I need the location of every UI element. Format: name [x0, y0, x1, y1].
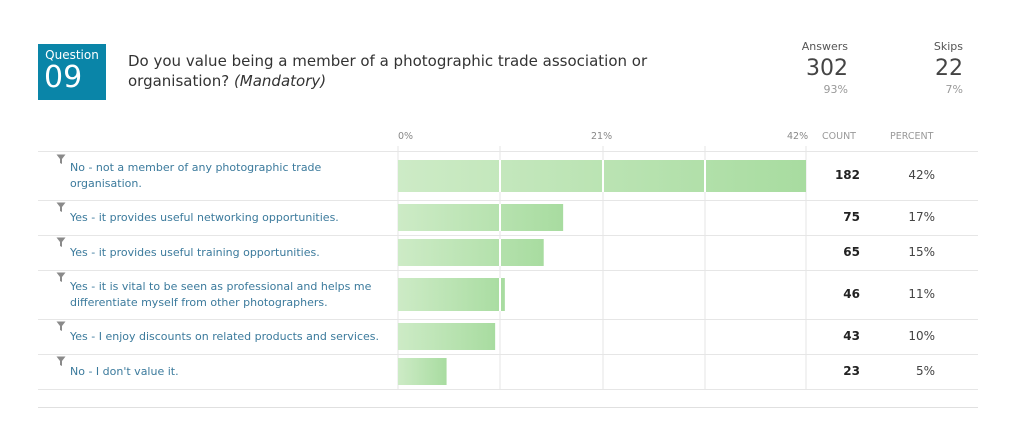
- question-title: Do you value being a member of a photogr…: [128, 51, 668, 91]
- filter-icon[interactable]: [52, 356, 70, 367]
- answer-option[interactable]: Yes - I enjoy discounts on related produ…: [52, 319, 382, 354]
- answer-option-label[interactable]: No - not a member of any photographic tr…: [70, 161, 322, 190]
- percent-value: 11%: [908, 286, 935, 301]
- bar: [398, 323, 496, 350]
- axis-tick-21: 21%: [591, 131, 613, 142]
- question-number: 09: [44, 60, 83, 95]
- percent-value: 42%: [908, 168, 935, 182]
- question-badge: Question 09: [38, 44, 106, 100]
- bar: [398, 204, 564, 231]
- filter-icon[interactable]: [52, 321, 70, 332]
- answer-option-label[interactable]: Yes - I enjoy discounts on related produ…: [70, 329, 379, 343]
- answers-value: 302: [806, 56, 848, 81]
- skips-label: Skips: [933, 40, 963, 53]
- question-title-text: Do you value being a member of a photogr…: [128, 52, 648, 90]
- percent-value: 15%: [908, 244, 935, 259]
- filter-icon[interactable]: [52, 202, 70, 213]
- skips-value: 22: [935, 56, 963, 81]
- question-badge-label: Question: [45, 48, 99, 62]
- answer-option-label[interactable]: Yes - it is vital to be seen as professi…: [70, 279, 372, 309]
- skips-percent: 7%: [945, 83, 963, 96]
- answers-label: Answers: [801, 40, 848, 53]
- answer-option-label[interactable]: Yes - it provides useful training opport…: [70, 245, 320, 259]
- question-mandatory-tag: (Mandatory): [233, 72, 327, 90]
- skips-stat: Skips 22 7%: [905, 40, 963, 96]
- count-value: 43: [843, 328, 860, 343]
- percent-header: PERCENT: [890, 131, 934, 142]
- axis-tick-42: 42%: [787, 131, 809, 142]
- filter-icon[interactable]: [52, 237, 70, 248]
- count-value: 46: [843, 286, 860, 301]
- bar: [398, 358, 447, 385]
- row-divider: [38, 319, 978, 320]
- bar: [398, 278, 505, 311]
- percent-value: 17%: [908, 209, 935, 224]
- row-divider: [38, 354, 978, 355]
- row-divider: [38, 200, 978, 201]
- row-divider: [38, 270, 978, 271]
- count-value: 23: [843, 363, 860, 378]
- answer-option[interactable]: Yes - it provides useful networking oppo…: [52, 200, 382, 235]
- bar: [398, 239, 544, 266]
- percent-value: 10%: [908, 328, 935, 343]
- filter-icon[interactable]: [52, 272, 70, 283]
- count-value: 182: [834, 168, 860, 182]
- answer-option-label[interactable]: Yes - it provides useful networking oppo…: [70, 210, 339, 224]
- answer-option[interactable]: Yes - it provides useful training opport…: [52, 235, 382, 270]
- row-divider: [38, 389, 978, 390]
- answers-percent: 93%: [823, 83, 848, 96]
- row-divider: [38, 235, 978, 236]
- answer-option-label[interactable]: No - I don't value it.: [70, 364, 179, 378]
- count-header: COUNT: [822, 131, 856, 142]
- filter-icon[interactable]: [52, 154, 70, 165]
- count-value: 75: [843, 209, 860, 224]
- header-divider: [38, 151, 978, 152]
- answers-stat: Answers 302 93%: [790, 40, 848, 96]
- count-value: 65: [843, 244, 860, 259]
- answer-option[interactable]: No - I don't value it.: [52, 354, 382, 389]
- answer-option[interactable]: Yes - it is vital to be seen as professi…: [52, 270, 382, 319]
- bottom-divider: [38, 407, 978, 408]
- answer-option[interactable]: No - not a member of any photographic tr…: [52, 152, 382, 200]
- axis-tick-0: 0%: [398, 131, 414, 142]
- percent-value: 5%: [915, 363, 935, 378]
